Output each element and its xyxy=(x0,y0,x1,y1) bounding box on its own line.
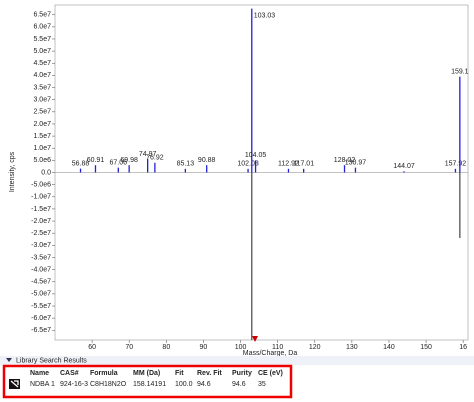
x-tick-label: 110 xyxy=(272,344,283,351)
y-tick-label: -4.5e7 xyxy=(31,279,51,286)
peak-label: 69.98 xyxy=(120,157,138,164)
x-tick-label: 16 xyxy=(459,344,467,351)
x-tick-label: 100 xyxy=(235,344,247,351)
column-header: MM (Da) xyxy=(133,370,160,377)
column-header: Fit xyxy=(175,370,184,377)
table-cell: 94.6 xyxy=(197,381,211,388)
peak-label: 157.92 xyxy=(445,161,467,168)
y-tick-label: -3.0e7 xyxy=(31,242,51,249)
peak-label: 130.97 xyxy=(345,159,367,166)
x-tick-label: 60 xyxy=(88,344,96,351)
y-tick-label: -5.5e7 xyxy=(31,303,51,310)
results-title: Library Search Results xyxy=(16,357,87,364)
peak-label: 76.92 xyxy=(146,155,164,162)
x-tick-label: 120 xyxy=(309,344,321,351)
y-tick-label: -6.5e7 xyxy=(31,327,51,334)
peak-label: 74.97 xyxy=(139,151,157,158)
y-tick-label: 4.0e7 xyxy=(33,72,51,79)
peak-label: 103.03 xyxy=(254,12,276,19)
y-tick-label: -2.5e7 xyxy=(31,230,51,237)
peak-label: 104.05 xyxy=(245,152,267,159)
y-tick-label: 2.0e7 xyxy=(33,121,51,128)
y-tick-label: -5.0e7 xyxy=(31,291,51,298)
y-tick-label: -6.0e7 xyxy=(31,315,51,322)
x-tick-label: 150 xyxy=(420,344,432,351)
y-tick-label: 6.5e7 xyxy=(33,12,51,19)
peak-label: 128.02 xyxy=(334,157,356,164)
peak-label: 159.1 xyxy=(451,68,469,75)
y-tick-label: -1.0e7 xyxy=(31,194,51,201)
y-tick-label: 5.5e7 xyxy=(33,36,51,43)
y-tick-label: -4.0e7 xyxy=(31,266,51,273)
column-header: Name xyxy=(30,370,49,377)
y-tick-label: 0.0 xyxy=(41,169,51,176)
y-tick-label: -1.5e7 xyxy=(31,206,51,213)
y-tick-label: -3.5e7 xyxy=(31,254,51,261)
table-cell: NDBA 1 xyxy=(30,381,55,388)
y-tick-label: 5.0e7 xyxy=(33,48,51,55)
x-tick-label: 80 xyxy=(162,344,170,351)
table-cell: 100.0 xyxy=(175,381,193,388)
peak-label: 102.03 xyxy=(237,161,259,168)
cursor-marker xyxy=(252,336,258,342)
table-cell: 924-16-3 xyxy=(60,381,88,388)
plot: 6.5e7 6.0e7 5.5e7 5.0e7 4.5e7 4.0e7 3.5e7 3.0e7… xyxy=(31,4,469,351)
peak-label: 117.01 xyxy=(293,161,314,168)
table-cell: C8H18N2O xyxy=(90,381,127,388)
y-axis-title: Intensity, cps xyxy=(9,151,16,192)
results-table: Name CAS# Formula MM (Da) Fit Rev. Fit Purity C… xyxy=(30,370,283,388)
y-tick-label: 1.0e7 xyxy=(33,145,51,152)
y-tick-label: 4.5e7 xyxy=(33,60,51,67)
column-header: Rev. Fit xyxy=(197,370,222,377)
x-axis-title: Mass/Charge, Da xyxy=(243,350,298,357)
x-tick-label: 70 xyxy=(125,344,133,351)
column-header: CE (eV) xyxy=(258,370,283,377)
table-cell: 35 xyxy=(258,381,266,388)
table-cell: 94.6 xyxy=(232,381,246,388)
y-tick-label: 3.5e7 xyxy=(33,84,51,91)
highlight-box xyxy=(2,364,293,399)
x-tick-label: 90 xyxy=(200,344,208,351)
y-tick-label: 1.5e7 xyxy=(33,133,51,140)
column-header: Purity xyxy=(232,370,252,377)
peak-label: 90.88 xyxy=(198,157,216,164)
collapse-icon[interactable] xyxy=(6,358,12,362)
y-tick-label: 6.0e7 xyxy=(33,24,51,31)
x-tick-label: 130 xyxy=(346,344,358,351)
column-header: CAS# xyxy=(60,370,79,377)
x-tick-label: 140 xyxy=(383,344,395,351)
peak-label: 56.88 xyxy=(72,160,90,167)
peak-label: 85.13 xyxy=(177,161,195,168)
table-cell: 158.14191 xyxy=(133,381,166,388)
y-tick-label: -5.0e6 xyxy=(31,181,51,188)
column-header: Formula xyxy=(90,370,118,377)
peak-label: 60.91 xyxy=(87,157,105,164)
y-tick-label: -2.0e7 xyxy=(31,218,51,225)
y-tick-label: 5.0e6 xyxy=(33,157,51,164)
y-tick-label: 2.5e7 xyxy=(33,109,51,116)
results-header-bar xyxy=(0,356,474,365)
y-tick-label: 3.0e7 xyxy=(33,97,51,104)
peak-label: 112.92 xyxy=(278,161,299,168)
peak-label: 144.07 xyxy=(393,163,415,170)
peak-label: 67.06 xyxy=(110,159,128,166)
row-icon-glyph xyxy=(10,380,19,388)
